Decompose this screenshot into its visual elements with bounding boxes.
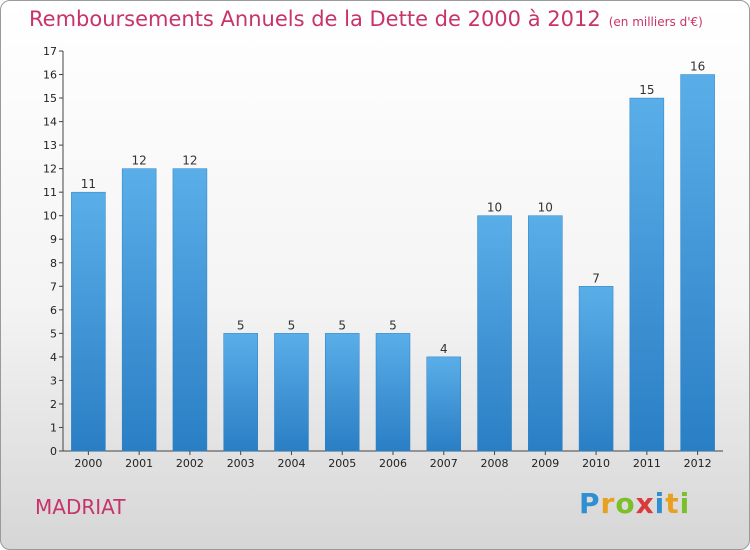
- x-tick-label: 2007: [430, 457, 458, 470]
- bar: [426, 356, 462, 452]
- y-tick-label: 9: [50, 233, 57, 246]
- bar: [172, 168, 208, 452]
- bar: [324, 333, 360, 452]
- bar-value-label: 5: [338, 318, 346, 332]
- bar-value-label: 5: [288, 318, 296, 332]
- y-tick-label: 17: [43, 45, 57, 58]
- x-tick-label: 2010: [582, 457, 610, 470]
- bar-value-label: 16: [690, 60, 705, 74]
- y-tick-label: 13: [43, 139, 57, 152]
- bar-value-label: 12: [132, 154, 147, 168]
- bar-value-label: 5: [237, 318, 245, 332]
- y-tick-label: 8: [50, 257, 57, 270]
- proxiti-logo: Proxiti: [579, 487, 690, 520]
- bar: [680, 74, 715, 452]
- x-tick-label: 2002: [176, 457, 204, 470]
- logo-letter: x: [635, 487, 655, 520]
- x-tick-label: 2009: [531, 457, 559, 470]
- y-tick-label: 2: [50, 398, 57, 411]
- y-tick-label: 0: [50, 445, 57, 458]
- y-tick-label: 5: [50, 327, 57, 340]
- bar-value-label: 7: [592, 271, 600, 285]
- y-tick-label: 14: [43, 116, 57, 129]
- y-tick-label: 10: [43, 210, 57, 223]
- bar-value-label: 10: [487, 201, 502, 215]
- x-tick-label: 2006: [379, 457, 407, 470]
- logo-letter: P: [579, 487, 601, 520]
- chart-title-text: Remboursements Annuels de la Dette de 20…: [29, 7, 601, 31]
- x-tick-label: 2008: [481, 457, 509, 470]
- y-tick-label: 7: [50, 280, 57, 293]
- bar: [528, 215, 563, 452]
- y-tick-label: 12: [43, 163, 57, 176]
- bar-value-label: 5: [389, 318, 397, 332]
- logo-letter: o: [615, 487, 636, 520]
- bar: [223, 333, 258, 452]
- x-tick-label: 2001: [125, 457, 153, 470]
- bar: [274, 333, 309, 452]
- logo-letter: t: [665, 487, 680, 520]
- bar: [71, 191, 106, 452]
- x-tick-label: 2004: [277, 457, 305, 470]
- bar: [477, 215, 512, 452]
- x-tick-label: 2003: [227, 457, 255, 470]
- x-tick-label: 2005: [328, 457, 356, 470]
- chart-subtitle: (en milliers d'€): [608, 15, 703, 29]
- bar: [375, 333, 411, 452]
- x-tick-label: 2012: [684, 457, 712, 470]
- logo-letter: r: [600, 487, 616, 520]
- chart-title: Remboursements Annuels de la Dette de 20…: [29, 7, 703, 31]
- bar: [629, 97, 665, 452]
- y-tick-label: 3: [50, 374, 57, 387]
- bar: [578, 286, 614, 452]
- y-tick-label: 4: [50, 351, 57, 364]
- x-tick-label: 2000: [74, 457, 102, 470]
- bar: [121, 168, 157, 452]
- y-tick-label: 15: [43, 92, 57, 105]
- x-tick-label: 2011: [633, 457, 661, 470]
- bar-value-label: 10: [538, 201, 553, 215]
- bar-value-label: 11: [81, 177, 96, 191]
- y-tick-label: 6: [50, 304, 57, 317]
- bar-value-label: 12: [182, 154, 197, 168]
- logo-letter: i: [654, 487, 666, 520]
- place-name: MADRIAT: [35, 495, 126, 519]
- y-tick-label: 16: [43, 69, 57, 82]
- logo-letter: i: [679, 487, 691, 520]
- y-tick-label: 11: [43, 186, 57, 199]
- bar-value-label: 4: [440, 342, 448, 356]
- y-tick-label: 1: [50, 421, 57, 434]
- bar-value-label: 15: [639, 83, 654, 97]
